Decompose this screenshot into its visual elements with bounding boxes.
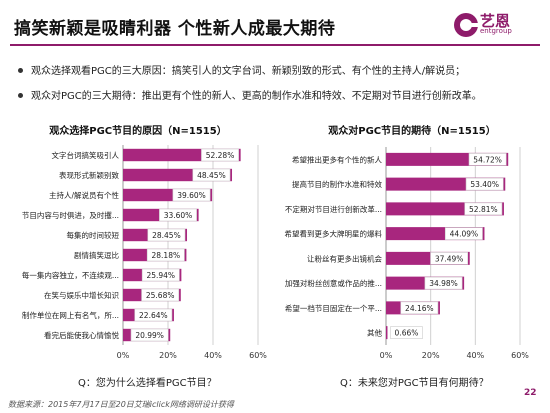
bullet-item: 观众选择观看PGC的三大原因：搞笑引人的文字台词、新颖别致的形式、有个性的主持人… [18,62,465,77]
category-label: 表现形式新颖别致 [59,170,119,180]
category-label: 希望推出更多有个性的新人 [292,154,382,164]
value-label-box [400,301,439,315]
value-label-box [192,168,231,182]
value-label-box [141,288,180,302]
value-label-box [390,326,423,339]
value-label: 48.45% [197,171,226,180]
value-label-box [134,308,173,322]
source-note: 数据来源：2015年7月17日至20日艾瑞iclick网络调研设计获得 [8,400,234,409]
category-label: 加强对粉丝创意或作品的推... [285,278,382,288]
value-label-box [444,227,483,240]
x-tick-label: 0% [380,351,393,360]
category-label: 节目内容与时俱进，及时攫... [22,210,119,220]
bullet-dot-icon [18,92,23,98]
category-label: 制作单位在网上有名气，所... [22,310,119,320]
x-tick-label: 60% [249,351,267,360]
value-label: 37.49% [435,254,464,263]
value-label-box [172,188,211,202]
category-label: 每集的时间较短 [67,230,120,240]
question-right: Q：未来您对PGC节目有何期待？ [340,378,489,389]
value-label: 53.40% [470,180,499,189]
value-label: 54.72% [473,155,502,164]
category-label: 看完后能使我心情愉悦 [44,330,119,340]
category-label: 剧情搞笑逗比 [74,250,119,260]
value-label-box [130,328,169,342]
bar [386,326,388,340]
x-tick-label: 40% [466,351,484,360]
value-label: 34.98% [429,279,458,288]
question-left: Q：您为什么选择看PGC节目？ [78,378,217,389]
value-label: 20.99% [135,331,164,340]
category-label: 不定期对节目进行创新改革... [285,204,382,214]
value-label: 52.81% [469,205,498,214]
x-tick-label: 40% [204,351,222,360]
bullet-item: 观众对PGC的三大期待：推出更有个性的新人、更高的制作水准和特效、不定期对节目进… [18,87,482,102]
category-label: 文字台词搞笑吸引人 [52,150,120,160]
logo-text: 艺恩 [480,12,511,30]
bullet-dot-icon [18,67,23,73]
value-label-box [141,268,180,282]
chart-title: 观众选择PGC节目的原因（N=1515） [49,124,226,137]
value-label: 33.60% [164,211,193,220]
x-tick-label: 60% [511,351,529,360]
page-title: 搞笑新颖是吸睛利器 个性新人成最大期待 [14,19,336,39]
category-label: 提高节目的制作水准和特效 [292,179,382,189]
category-label: 其他 [367,328,382,338]
value-label-box [430,252,469,265]
category-label: 希望看到更多大牌明星的爆料 [285,229,383,239]
chart-reasons: 观众选择PGC节目的原因（N=1515） 0% 20% 40% 60% 文字台词搞笑吸引人… [22,124,267,360]
category-label: 让粉丝有更多出镜机会 [307,253,382,263]
value-label: 22.64% [139,311,168,320]
value-label: 39.60% [177,191,206,200]
value-label: 0.66% [395,329,419,338]
value-label-box [424,276,463,290]
x-tick-label: 20% [422,351,440,360]
bullet-text: 观众对PGC的三大期待：推出更有个性的新人、更高的制作水准和特效、不定期对节目进… [31,91,482,102]
value-label-box [147,228,186,242]
value-label: 28.45% [152,231,181,240]
category-label: 在笑与娱乐中增长知识 [44,290,119,300]
chart-expectations: 观众对PGC节目的期待（N=1515） 0% 20% 40% 60% 希望推出更多有个性的… [285,124,530,360]
value-label: 25.68% [146,291,175,300]
value-label: 44.09% [450,230,479,239]
value-label: 52.28% [206,151,235,160]
category-label: 主持人/解说员有个性 [49,190,120,200]
value-label-box [464,202,503,216]
value-label-box [201,148,239,162]
value-label-box [159,208,197,222]
value-label: 25.94% [146,271,175,280]
bullet-text: 观众选择观看PGC的三大原因：搞笑引人的文字台词、新颖别致的形式、有个性的主持人… [31,66,466,77]
page-number: 22 [524,388,537,398]
category-label: 希望一档节目固定在一个平... [285,303,382,313]
category-label: 每一集内容独立，不连续观... [22,270,119,280]
header-divider [10,44,540,46]
value-label-box [468,153,507,166]
value-label: 28.18% [152,251,181,260]
value-label-box [465,177,504,191]
value-label: 24.16% [405,304,434,313]
x-tick-label: 20% [159,351,177,360]
logo-subtext: entgroup [480,27,512,35]
logo-icon [454,13,478,37]
value-label-box [146,248,185,262]
chart-title: 观众对PGC节目的期待（N=1515） [328,124,495,137]
x-tick-label: 0% [117,351,130,360]
